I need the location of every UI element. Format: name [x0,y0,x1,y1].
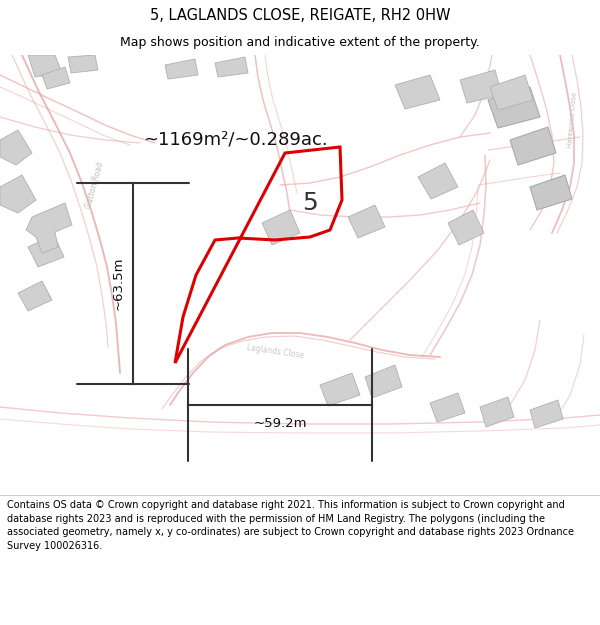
Polygon shape [42,67,70,89]
Polygon shape [262,210,300,245]
Polygon shape [480,397,514,427]
Polygon shape [0,175,36,213]
Polygon shape [18,281,52,311]
Polygon shape [365,365,402,398]
Polygon shape [460,70,502,103]
Text: Contains OS data © Crown copyright and database right 2021. This information is : Contains OS data © Crown copyright and d… [7,500,574,551]
Text: ~63.5m: ~63.5m [112,257,125,310]
Polygon shape [348,205,385,238]
Polygon shape [430,393,465,422]
Text: 5: 5 [302,191,318,215]
Polygon shape [395,75,440,109]
Polygon shape [530,400,563,428]
Polygon shape [28,235,64,267]
Text: Gatton Road: Gatton Road [85,161,106,209]
Polygon shape [320,373,360,406]
Polygon shape [418,163,458,199]
Polygon shape [165,59,198,79]
Polygon shape [510,127,556,165]
Polygon shape [26,203,72,253]
Polygon shape [448,210,484,245]
Text: ~1169m²/~0.289ac.: ~1169m²/~0.289ac. [143,131,328,149]
Text: Map shows position and indicative extent of the property.: Map shows position and indicative extent… [120,36,480,49]
Polygon shape [28,55,62,77]
Polygon shape [215,57,248,77]
Polygon shape [488,87,540,128]
Text: ~59.2m: ~59.2m [253,417,307,430]
Polygon shape [68,55,98,73]
Polygon shape [0,130,32,165]
Text: 5, LAGLANDS CLOSE, REIGATE, RH2 0HW: 5, LAGLANDS CLOSE, REIGATE, RH2 0HW [150,8,450,23]
Polygon shape [490,75,533,110]
Polygon shape [530,175,572,210]
Text: Harewood Close: Harewood Close [566,92,577,148]
Text: Laglands Close: Laglands Close [246,344,304,361]
